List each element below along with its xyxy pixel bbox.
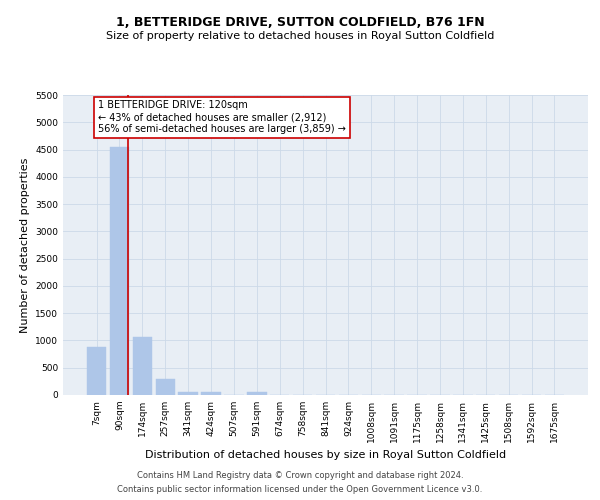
- Text: Contains public sector information licensed under the Open Government Licence v3: Contains public sector information licen…: [118, 484, 482, 494]
- Bar: [202, 392, 221, 395]
- Bar: [178, 392, 198, 395]
- X-axis label: Distribution of detached houses by size in Royal Sutton Coldfield: Distribution of detached houses by size …: [145, 450, 506, 460]
- Y-axis label: Number of detached properties: Number of detached properties: [20, 158, 29, 332]
- Bar: [155, 378, 175, 395]
- Text: Contains HM Land Registry data © Crown copyright and database right 2024.: Contains HM Land Registry data © Crown c…: [137, 472, 463, 480]
- Bar: [247, 392, 266, 395]
- Bar: [133, 337, 152, 395]
- Text: Size of property relative to detached houses in Royal Sutton Coldfield: Size of property relative to detached ho…: [106, 31, 494, 41]
- Text: 1 BETTERIDGE DRIVE: 120sqm
← 43% of detached houses are smaller (2,912)
56% of s: 1 BETTERIDGE DRIVE: 120sqm ← 43% of deta…: [98, 100, 346, 134]
- Bar: [110, 148, 129, 395]
- Text: 1, BETTERIDGE DRIVE, SUTTON COLDFIELD, B76 1FN: 1, BETTERIDGE DRIVE, SUTTON COLDFIELD, B…: [116, 16, 484, 29]
- Bar: [87, 347, 106, 395]
